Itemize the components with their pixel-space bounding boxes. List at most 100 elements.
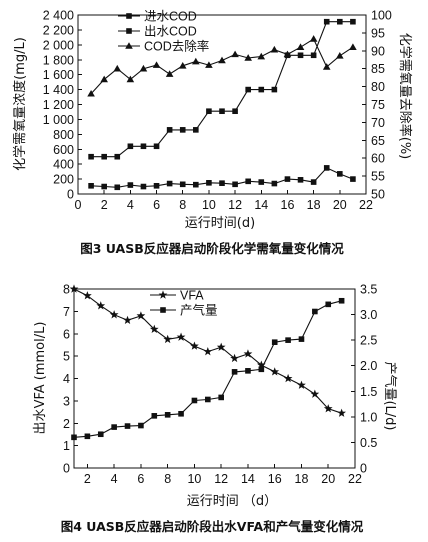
cod-series-0-point [245,86,251,93]
vfa-xtick-label: 22 [348,472,362,486]
vfa-series-1-point [338,297,345,304]
cod-series-1-point [153,182,160,189]
cod-xtick-label: 12 [228,198,242,212]
cod-ytick-label: 1 600 [43,68,74,82]
cod-series-0-point [297,52,304,59]
cod-series-1-point [350,176,356,182]
cod-series-1-point [245,178,251,185]
cod-y2tick-label: 55 [371,170,385,184]
vfa-series-1-point [138,422,144,429]
cod-series-2-point [178,62,187,69]
cod-series-2 [87,35,357,97]
cod-legend-label: COD去除率 [144,39,209,54]
cod-ytick-label: 2 400 [43,9,74,23]
cod-series-0-point [140,143,147,150]
chart-cod-axes [77,14,367,195]
cod-y2tick-label: 65 [371,134,385,148]
cod-legend-label: 进水COD [144,10,197,24]
cod-series-0-point [101,153,107,160]
vfa-series-1-point [205,396,211,403]
cod-xtick-label: 20 [333,198,347,212]
cod-y2tick-label: 60 [371,152,385,166]
cod-series-0-point [206,108,212,115]
cod-series-0-point [166,127,173,133]
cod-y2tick-label: 70 [371,116,385,130]
vfa-series-1-point [245,368,251,374]
cod-y2tick-label: 95 [371,26,385,40]
vfa-legend-marker [158,290,168,299]
vfa-xtick-label: 16 [268,472,282,486]
cod-plot-frame [77,14,367,195]
cod-series-0-point [323,18,330,25]
cod-series-0-point [114,153,121,160]
cod-legend-marker [126,28,132,34]
vfa-series-0-point [297,380,306,389]
cod-legend-marker [126,13,132,19]
cod-series-2-point [270,45,279,53]
cod-y2tick-label: 50 [371,188,385,202]
cod-series-0-point [153,143,160,150]
cod-xtick-label: 22 [359,198,373,212]
cod-series-2-point [218,56,226,64]
vfa-series-0-point [283,373,293,383]
vfa-ytick-label: 1 [63,439,70,453]
chart-vfa-caption: 图4 UASB反应器启动阶段出水VFA和产气量变化情况 [61,519,364,534]
cod-y2tick-label: 80 [371,80,385,94]
vfa-series-0-point [256,360,266,369]
vfa-series-1-point [298,336,305,342]
cod-xtick-label: 10 [202,198,216,212]
vfa-series-0-point [216,342,226,351]
vfa-series-0-point [203,347,213,356]
cod-series-0-point [271,86,278,93]
vfa-series-0-point [190,341,199,350]
vfa-xtick-label: 6 [137,472,144,486]
vfa-series-0-point [163,334,173,344]
vfa-series-1-point [151,413,158,419]
cod-series-2-point [100,75,108,83]
cod-series-1-point [258,179,265,185]
vfa-series-1-point [84,433,91,440]
cod-y2tick-label: 100 [371,9,392,23]
cod-ytick-label: 0 [67,188,74,202]
vfa-series-0-point [83,291,92,300]
vfa-ytick-label: 8 [63,283,70,297]
cod-series-2-point [257,52,266,60]
vfa-ytick-label: 6 [63,327,70,341]
cod-series-1-point [114,184,121,191]
chart-vfa-ylabel: 出水VFA (mmol/L) [33,322,48,435]
vfa-ytick-label: 3 [63,394,70,408]
cod-series-2-point [152,61,161,68]
vfa-xtick-label: 20 [321,472,335,486]
cod-series-0-point [258,86,265,93]
cod-series-1 [88,165,356,191]
vfa-ytick-label: 5 [63,350,70,364]
cod-ytick-label: 400 [53,158,74,172]
vfa-xtick-label: 8 [164,472,171,486]
cod-series-2-point [192,57,200,65]
cod-series-1-point [232,181,238,188]
vfa-y2tick-label: 2.5 [360,334,377,348]
cod-series-1-point [88,182,94,189]
cod-ytick-label: 600 [53,143,74,157]
cod-series-0-point [88,153,94,160]
cod-y2tick-label: 75 [371,98,385,112]
vfa-series-0-point [96,301,106,310]
vfa-series-1-point [271,339,278,345]
cod-xtick-label: 18 [307,198,321,212]
cod-series-1-point [127,182,134,188]
cod-series-1-point [206,180,212,186]
cod-ytick-label: 2 000 [43,38,74,52]
cod-series-2-point [165,70,174,77]
cod-ytick-label: 1 800 [43,53,74,67]
vfa-series-1-point [124,423,131,429]
chart-vfa-series [69,284,346,441]
vfa-series-0-point [176,332,186,341]
cod-series-0 [88,18,356,160]
vfa-y2tick-label: 1.0 [360,410,377,424]
vfa-xtick-label: 18 [295,472,309,486]
cod-xtick-label: 8 [179,198,186,212]
